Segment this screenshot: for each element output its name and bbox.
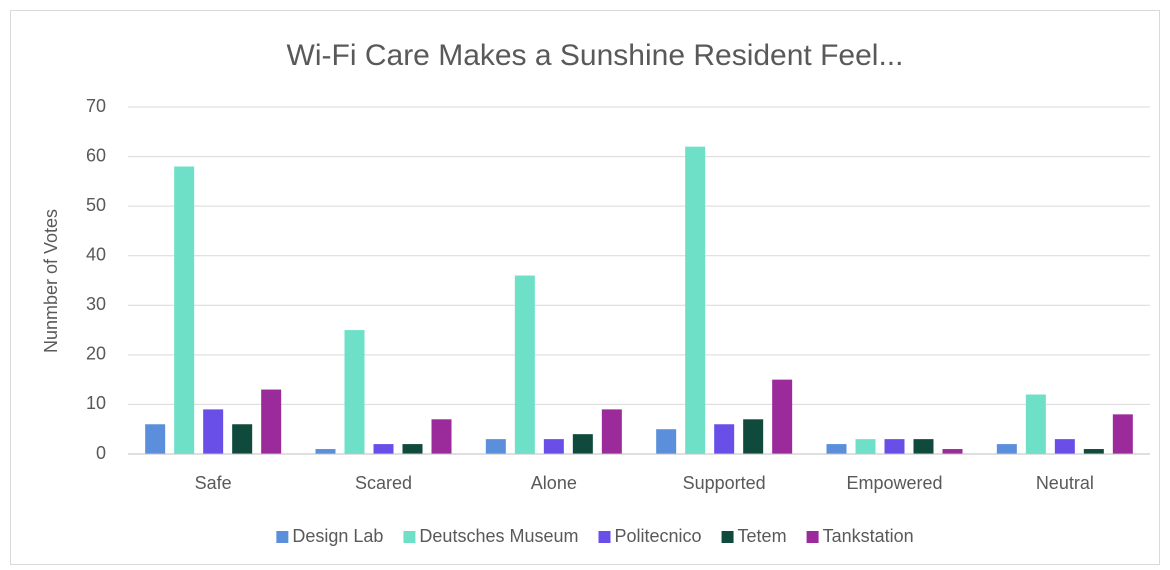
y-tick-label: 30 xyxy=(86,294,106,314)
y-tick-label: 70 xyxy=(86,96,106,116)
bar xyxy=(1025,394,1046,454)
legend-swatch xyxy=(403,531,416,543)
bar xyxy=(315,449,336,454)
legend-label: Design Lab xyxy=(292,526,383,546)
bar xyxy=(572,434,593,454)
bar xyxy=(1054,439,1075,454)
x-tick-label: Safe xyxy=(195,473,232,493)
bar xyxy=(261,389,282,454)
bar xyxy=(601,409,622,454)
bar xyxy=(913,439,934,454)
x-tick-label: Scared xyxy=(355,473,412,493)
bar xyxy=(884,439,905,454)
x-tick-label: Neutral xyxy=(1036,473,1094,493)
bar xyxy=(772,379,793,454)
legend-label: Politecnico xyxy=(615,526,702,546)
bar xyxy=(373,444,394,454)
y-axis-label: Nunmber of Votes xyxy=(41,209,61,353)
bar xyxy=(344,330,365,454)
bar xyxy=(514,275,535,454)
x-tick-label: Supported xyxy=(683,473,766,493)
legend-swatch xyxy=(806,531,819,543)
bar xyxy=(174,166,195,454)
y-tick-label: 20 xyxy=(86,344,106,364)
bar xyxy=(145,424,166,454)
legend-label: Tetem xyxy=(738,526,787,546)
legend-label: Deutsches Museum xyxy=(419,526,578,546)
bar xyxy=(232,424,253,454)
bar xyxy=(656,429,677,454)
y-tick-label: 0 xyxy=(96,443,106,463)
bar xyxy=(543,439,564,454)
bar xyxy=(1112,414,1133,454)
bar xyxy=(485,439,506,454)
y-tick-label: 60 xyxy=(86,145,106,165)
y-tick-label: 40 xyxy=(86,244,106,264)
bar xyxy=(855,439,876,454)
x-tick-label: Empowered xyxy=(846,473,942,493)
bar xyxy=(743,419,764,454)
bar xyxy=(1083,449,1104,454)
legend-swatch xyxy=(721,531,734,543)
bar xyxy=(402,444,423,454)
bar xyxy=(826,444,847,454)
legend-swatch xyxy=(276,531,289,543)
bar xyxy=(685,146,706,454)
bar xyxy=(714,424,735,454)
bar xyxy=(996,444,1017,454)
bar xyxy=(431,419,452,454)
y-tick-label: 10 xyxy=(86,393,106,413)
chart-border xyxy=(10,10,1160,565)
x-tick-label: Alone xyxy=(531,473,577,493)
y-tick-label: 50 xyxy=(86,195,106,215)
bar xyxy=(203,409,224,454)
legend-swatch xyxy=(598,531,611,543)
chart-title: Wi-Fi Care Makes a Sunshine Resident Fee… xyxy=(287,39,904,72)
bar xyxy=(942,449,963,454)
legend-label: Tankstation xyxy=(823,526,914,546)
